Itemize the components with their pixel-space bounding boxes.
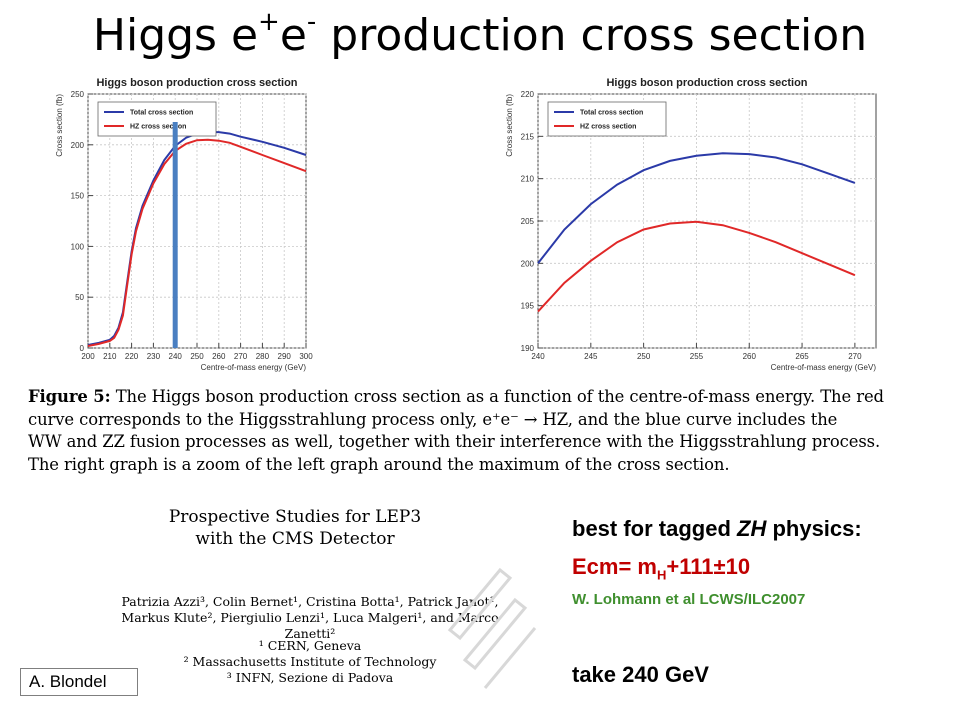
x-tick-label: 210: [103, 352, 117, 361]
chart-svg: Higgs boson production cross section 240 2…: [505, 77, 877, 372]
x-tick-label: 200: [81, 352, 95, 361]
caption-line-4: The right graph is a zoom of the left gr…: [28, 454, 730, 474]
y-tick-label: 100: [71, 242, 85, 251]
paper-authors-line-1: Patrizia Azzi³, Colin Bernet¹, Cristina …: [121, 594, 499, 609]
caption-line-1: Figure 5: The Higgs boson production cro…: [28, 386, 940, 409]
y-tick-label: 50: [75, 293, 84, 302]
paper-affiliations: ¹ CERN, Geneva ² Massachusetts Institute…: [150, 638, 470, 686]
chart-title: Higgs boson production cross section: [96, 77, 297, 89]
y-tick-label: 0: [80, 344, 85, 353]
paper-title: Prospective Studies for LEP3 with the CM…: [150, 506, 440, 550]
x-tick-label: 220: [125, 352, 139, 361]
caption-lead: Figure 5:: [28, 387, 111, 406]
title-sup-minus: -: [306, 7, 317, 37]
legend-box: [547, 101, 667, 137]
note-heading: best for tagged ZH physics:: [572, 516, 862, 542]
x-axis-label: Centre-of-mass energy (GeV): [771, 363, 877, 372]
x-tick-label: 290: [278, 352, 292, 361]
y-tick-label: 205: [521, 217, 535, 226]
note-take: take 240 GeV: [572, 662, 709, 687]
x-tick-label: 255: [690, 352, 704, 361]
x-axis-label: Centre-of-mass energy (GeV): [201, 363, 307, 372]
y-axis-label: Cross section (fb): [505, 94, 514, 157]
legend-label: HZ cross section: [130, 124, 186, 131]
x-tick-label: 245: [584, 352, 598, 361]
formula-pre: Ecm= m: [572, 554, 657, 579]
y-tick-label: 250: [71, 90, 85, 99]
paper-authors-line-2: Markus Klute², Piergiulio Lenzi¹, Luca M…: [121, 610, 499, 641]
chart-title: Higgs boson production cross section: [606, 77, 807, 89]
legend-box: [97, 101, 217, 137]
x-tick-label: 265: [795, 352, 809, 361]
y-tick-label: 220: [521, 90, 535, 99]
y-axis-label: Cross section (fb): [55, 94, 64, 157]
legend-label: HZ cross section: [580, 124, 636, 131]
y-tick-label: 200: [71, 141, 85, 150]
caption-line-1-text: The Higgs boson production cross section…: [110, 387, 884, 406]
note-heading-pre: best for tagged: [572, 516, 738, 541]
paper-affil-line-1: ¹ CERN, Geneva: [258, 638, 362, 653]
note-heading-post: physics:: [766, 516, 862, 541]
x-tick-label: 270: [848, 352, 862, 361]
y-tick-label: 150: [71, 192, 85, 201]
x-tick-label: 230: [147, 352, 161, 361]
y-tick-label: 200: [521, 259, 535, 268]
x-tick-label: 300: [299, 352, 313, 361]
formula-post: +111±10: [666, 554, 751, 579]
title-prefix: Higgs e: [92, 10, 259, 61]
title-suffix: production cross section: [316, 10, 868, 61]
chart-svg: Higgs boson production cross section 200 2…: [55, 77, 313, 372]
formula-sub: H: [657, 567, 667, 583]
series-line-1: [537, 152, 856, 264]
x-tick-label: 240: [531, 352, 545, 361]
note-reference: W. Lohmann et al LCWS/ILC2007: [572, 591, 806, 608]
author-label: A. Blondel: [20, 668, 138, 696]
y-tick-label: 210: [521, 175, 535, 184]
x-tick-label: 240: [169, 352, 183, 361]
watermark-graphic: [447, 567, 537, 689]
title-mid: e: [279, 10, 307, 61]
x-tick-label: 260: [212, 352, 226, 361]
slide-title: Higgs e+e- production cross section: [0, 8, 960, 64]
paper-title-line-2: with the CMS Detector: [195, 529, 395, 549]
series-line-2: [537, 220, 856, 313]
paper-affil-line-3: ³ INFN, Sezione di Padova: [226, 670, 394, 685]
x-tick-label: 280: [256, 352, 270, 361]
x-tick-label: 250: [190, 352, 204, 361]
caption-line-3: WW and ZZ fusion processes as well, toge…: [28, 432, 881, 451]
x-tick-label: 250: [637, 352, 651, 361]
note-formula: Ecm= mH+111±10: [572, 554, 750, 582]
y-tick-label: 195: [521, 302, 535, 311]
chart-left: Higgs boson production cross section 200 2…: [36, 72, 320, 382]
x-tick-label: 260: [743, 352, 757, 361]
paper-authors: Patrizia Azzi³, Colin Bernet¹, Cristina …: [100, 594, 520, 642]
title-sup-plus: +: [258, 7, 280, 37]
paper-title-line-1: Prospective Studies for LEP3: [168, 507, 422, 527]
paper-affil-line-2: ² Massachusetts Institute of Technology: [183, 654, 437, 669]
figure-caption: Figure 5: The Higgs boson production cro…: [28, 386, 940, 476]
y-tick-label: 215: [521, 132, 535, 141]
chart-right: Higgs boson production cross section 240 2…: [486, 72, 890, 382]
series-line-2: [87, 138, 307, 347]
caption-line-2: curve corresponds to the Higgsstrahlung …: [28, 409, 838, 429]
y-tick-label: 190: [521, 344, 535, 353]
x-tick-label: 270: [234, 352, 248, 361]
legend-label: Total cross section: [130, 110, 193, 117]
legend-label: Total cross section: [580, 110, 643, 117]
note-heading-em: ZH: [737, 516, 767, 541]
